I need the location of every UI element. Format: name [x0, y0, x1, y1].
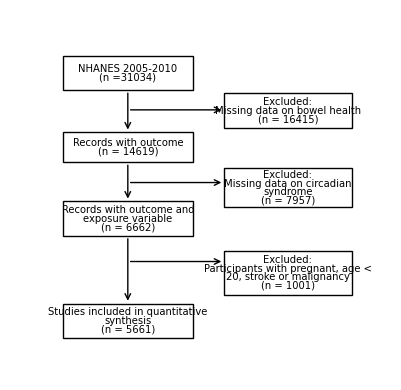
- Text: synthesis: synthesis: [104, 316, 152, 326]
- Text: Records with outcome and: Records with outcome and: [61, 205, 194, 215]
- Text: (n = 14619): (n = 14619): [97, 147, 158, 157]
- Text: 20, stroke or malignancy: 20, stroke or malignancy: [226, 272, 350, 282]
- Text: syndrome: syndrome: [263, 187, 313, 197]
- Text: (n = 16415): (n = 16415): [257, 114, 318, 124]
- FancyBboxPatch shape: [63, 132, 193, 162]
- Text: Records with outcome: Records with outcome: [73, 138, 183, 148]
- Text: (n = 1001): (n = 1001): [261, 280, 315, 291]
- Text: Excluded:: Excluded:: [263, 255, 312, 265]
- FancyBboxPatch shape: [63, 303, 193, 338]
- Text: (n = 7957): (n = 7957): [261, 195, 315, 206]
- FancyBboxPatch shape: [63, 56, 193, 90]
- Text: Studies included in quantitative: Studies included in quantitative: [48, 307, 207, 317]
- Text: Excluded:: Excluded:: [263, 97, 312, 107]
- Text: (n = 6662): (n = 6662): [101, 222, 155, 232]
- FancyBboxPatch shape: [224, 168, 352, 207]
- Text: Excluded:: Excluded:: [263, 170, 312, 180]
- Text: (n =31034): (n =31034): [99, 72, 156, 82]
- Text: NHANES 2005-2010: NHANES 2005-2010: [78, 64, 177, 74]
- Text: Missing data on bowel health: Missing data on bowel health: [215, 106, 361, 115]
- FancyBboxPatch shape: [224, 251, 352, 294]
- Text: exposure variable: exposure variable: [83, 214, 172, 224]
- Text: (n = 5661): (n = 5661): [101, 324, 155, 334]
- FancyBboxPatch shape: [224, 93, 352, 128]
- FancyBboxPatch shape: [63, 202, 193, 236]
- Text: Participants with pregnant, age <: Participants with pregnant, age <: [204, 264, 372, 273]
- Text: Missing data on circadian: Missing data on circadian: [224, 179, 352, 189]
